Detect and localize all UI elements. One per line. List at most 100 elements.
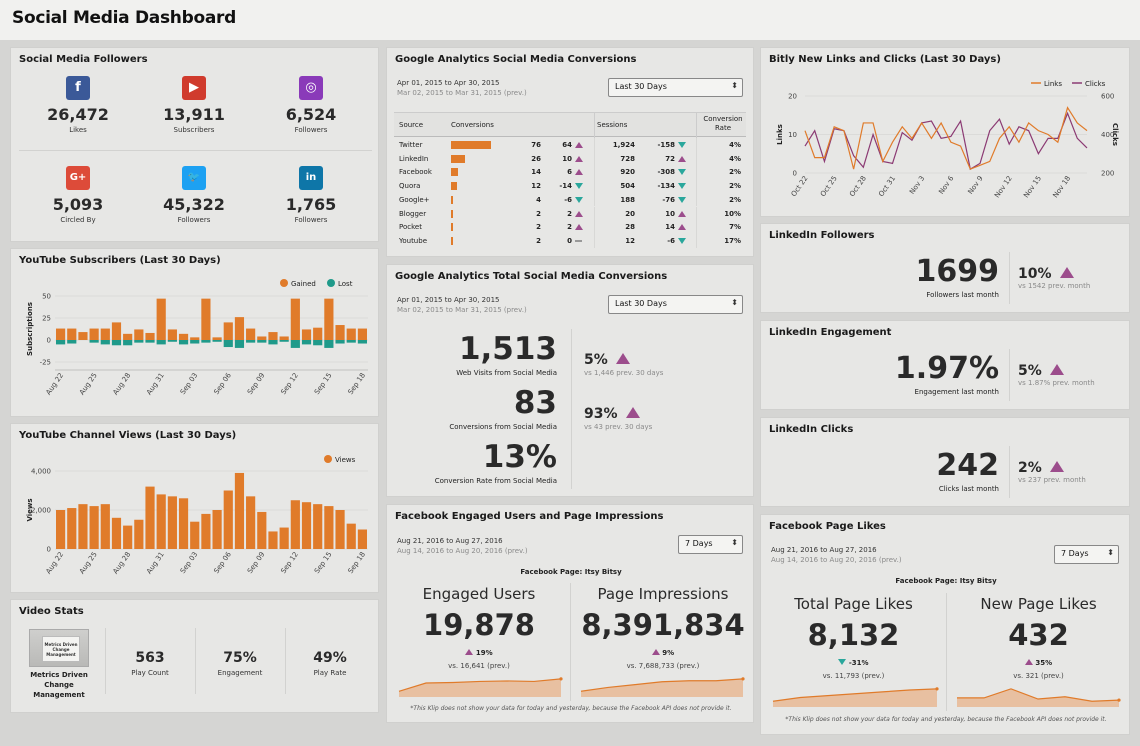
- panel-title: YouTube Channel Views (Last 30 Days): [19, 430, 237, 441]
- lost-bar: [324, 340, 334, 348]
- y-tick-label-right: 600: [1101, 93, 1114, 101]
- lost-bar: [156, 340, 166, 345]
- metric-label: Web Visits from Social Media: [456, 369, 557, 377]
- metric-label: Clicks last month: [938, 485, 999, 493]
- up-arrow-icon: [1049, 461, 1064, 472]
- total-likes-spark-line: [772, 688, 938, 702]
- select-arrows-icon: ⬍: [731, 81, 738, 90]
- thumbnail-caption: Metrics Driven Change Management: [44, 642, 78, 657]
- metric-compare: vs 1.87% prev. month: [1018, 379, 1095, 387]
- y-tick-label: -25: [40, 359, 51, 367]
- flat-icon: [575, 239, 582, 242]
- header-rate: Conversion Rate: [703, 115, 743, 132]
- panel-title: LinkedIn Engagement: [769, 327, 892, 338]
- table-row: Twitter 76 64 1,924 -158 4%: [394, 138, 746, 152]
- bitly-panel: Bitly New Links and Clicks (Last 30 Days…: [760, 47, 1130, 217]
- up-arrow-icon: [615, 353, 630, 364]
- divider: [1009, 252, 1010, 304]
- lost-bar: [257, 340, 267, 343]
- sessions-delta-cell: -308: [657, 168, 675, 177]
- fb-likes-panel: Facebook Page Likes Aug 21, 2016 to Aug …: [760, 514, 1130, 735]
- total-likes-spark-area: [773, 688, 937, 707]
- source-cell: Google+: [399, 195, 430, 204]
- gained-bar: [346, 328, 356, 340]
- gained-bar: [201, 298, 211, 340]
- y-tick-label: 25: [42, 315, 51, 323]
- period-select[interactable]: 7 Days ⬍: [678, 535, 743, 554]
- table-row: Google+ 4 -6 188 -76 2%: [394, 192, 746, 207]
- x-tick-label: Sep 15: [313, 551, 334, 576]
- lost-bar: [335, 340, 345, 344]
- conversion-cell: 14: [531, 168, 541, 177]
- conversion-bar: [451, 223, 453, 232]
- panel-title: LinkedIn Clicks: [769, 424, 854, 435]
- rate-cell: 10%: [724, 209, 741, 218]
- x-tick-label: Oct 28: [848, 175, 868, 199]
- conversion-cell: 2: [536, 209, 541, 218]
- gained-bar: [167, 329, 177, 340]
- metric-prev: vs. 11,793 (prev.): [822, 672, 885, 680]
- panel-title: Facebook Page Likes: [769, 521, 886, 532]
- x-tick-label: Nov 9: [966, 175, 984, 196]
- metric-change: 93%: [584, 403, 640, 422]
- up-arrow-icon: [575, 155, 583, 162]
- views-bar: [134, 519, 144, 549]
- up-arrow-icon: [575, 224, 583, 231]
- metric-change-pct: -31%: [848, 659, 869, 667]
- table-row: Facebook 14 6 920 -308 2%: [394, 165, 746, 180]
- legend-clicks-label: Clicks: [1085, 80, 1106, 88]
- video-stat-label: Play Rate: [313, 669, 347, 677]
- up-arrow-icon: [1024, 659, 1033, 665]
- rate-cell: 4%: [729, 154, 741, 163]
- x-tick-label: Aug 22: [44, 551, 65, 576]
- y-tick-label: 0: [47, 337, 51, 345]
- x-tick-label: Sep 06: [212, 550, 233, 575]
- sessions-delta-cell: -158: [657, 141, 675, 149]
- up-arrow-icon: [678, 210, 686, 217]
- period-select[interactable]: Last 30 Days ⬍: [608, 78, 743, 97]
- period-select[interactable]: Last 30 Days ⬍: [608, 295, 743, 314]
- conversion-delta-cell: -6: [564, 195, 572, 204]
- views-bar: [78, 504, 88, 549]
- conversion-delta-cell: 2: [567, 223, 572, 232]
- panel-title: Social Media Followers: [19, 54, 148, 65]
- x-tick-label: Sep 15: [313, 372, 334, 397]
- yt-views-panel: YouTube Channel Views (Last 30 Days) Vie…: [10, 423, 379, 593]
- date-range: Aug 21, 2016 to Aug 27, 2016: [397, 537, 503, 545]
- x-tick-label: Oct 22: [790, 175, 810, 199]
- legend-lost-swatch: [327, 279, 335, 287]
- panel-title: Video Stats: [19, 606, 84, 617]
- period-select[interactable]: 7 Days ⬍: [1054, 545, 1119, 564]
- x-tick-label: Nov 18: [1051, 175, 1072, 200]
- y-axis-label-left: Links: [776, 124, 784, 145]
- header-sessions: Sessions: [597, 121, 628, 129]
- metric-label: Engagement last month: [914, 388, 999, 396]
- prev-date-range: Mar 02, 2015 to Mar 31, 2015 (prev.): [397, 306, 527, 314]
- sessions-cell: 20: [625, 209, 635, 218]
- panel-title: YouTube Subscribers (Last 30 Days): [19, 255, 221, 266]
- table-header: Source Conversions Sessions Conversion R…: [394, 112, 746, 138]
- x-tick-label: Aug 25: [78, 551, 99, 576]
- gained-bar: [268, 332, 278, 340]
- conversion-bar: [451, 182, 458, 191]
- metric-value: 1699: [915, 254, 1000, 289]
- up-arrow-icon: [625, 407, 640, 418]
- page-impressions-spark-line: [580, 678, 744, 692]
- views-bar: [268, 531, 278, 549]
- video-thumbnail[interactable]: Metrics Driven Change Management: [29, 629, 89, 667]
- views-bar: [290, 500, 300, 549]
- source-cell: Blogger: [399, 209, 427, 218]
- bitly-chart: Links Clicks 20 10 0 600 400 200 Links Clicks Oct …: [776, 80, 1119, 200]
- follower-count: 26,472: [47, 105, 109, 124]
- legend-lost-label: Lost: [338, 280, 353, 288]
- api-note: *This Klip does not show your data for t…: [410, 705, 732, 712]
- select-arrows-icon: ⬍: [731, 538, 738, 547]
- views-bar: [313, 504, 323, 549]
- gained-bar: [100, 328, 110, 340]
- api-note: *This Klip does not show your data for t…: [785, 716, 1107, 723]
- header-conversions: Conversions: [451, 121, 494, 129]
- y-tick-label: 50: [42, 293, 51, 301]
- video-stat-value: 75%: [223, 650, 257, 666]
- follower-count: 5,093: [52, 195, 104, 214]
- conversion-delta-cell: 10: [562, 154, 572, 163]
